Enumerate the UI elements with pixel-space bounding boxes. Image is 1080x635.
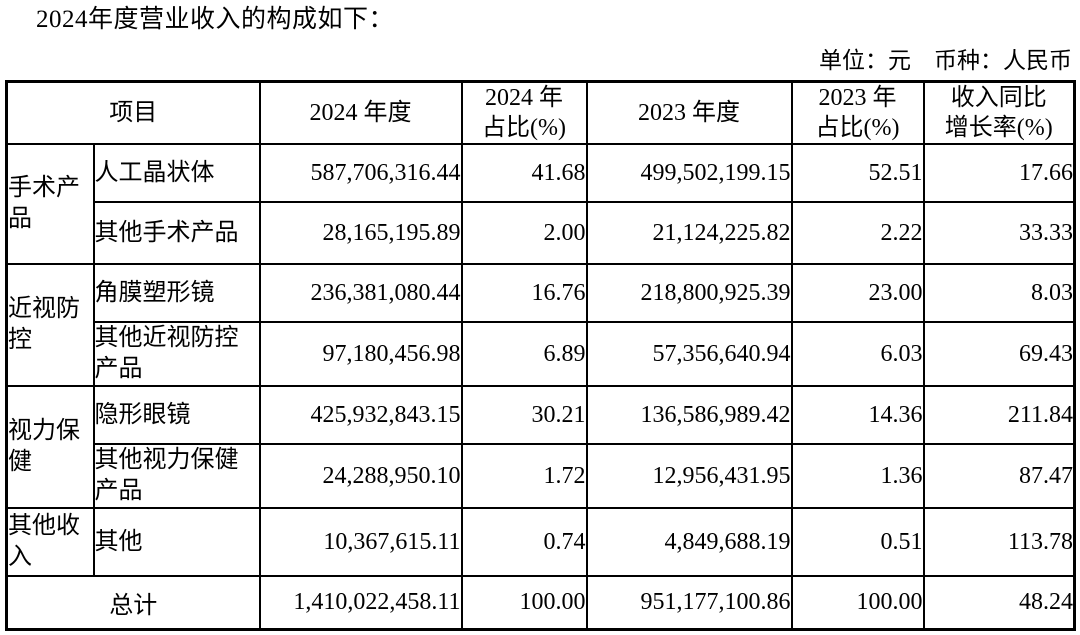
table-row: 其他收入 其他 10,367,615.11 0.74 4,849,688.19 … (5, 507, 1076, 577)
total-label-cell: 总计 (5, 575, 261, 630)
item-cell: 其他近视防控产品 (92, 321, 261, 387)
percent-2024-cell: 41.68 (460, 143, 588, 203)
value-2023-cell: 136,586,989.42 (585, 385, 793, 445)
percent-2023-cell: 14.36 (790, 385, 925, 445)
total-percent-2024-cell: 100.00 (460, 575, 588, 630)
page-title: 2024年度营业收入的构成如下： (36, 6, 395, 33)
header-item: 项目 (5, 80, 261, 145)
percent-2023-cell: 0.51 (790, 507, 925, 577)
total-value-2024-cell: 1,410,022,458.11 (258, 575, 463, 630)
percent-2023-cell: 6.03 (790, 321, 925, 387)
percent-2024-cell: 16.76 (460, 263, 588, 323)
table-row: 视力保健 隐形眼镜 425,932,843.15 30.21 136,586,9… (5, 385, 1076, 509)
table-row: 手术产品 人工晶状体 587,706,316.44 41.68 499,502,… (5, 143, 1076, 265)
header-2023-percent: 2023 年 占比(%) (790, 80, 925, 145)
header-2023-amount: 2023 年度 (585, 80, 793, 145)
total-value-2023-cell: 951,177,100.86 (585, 575, 793, 630)
header-2024-percent: 2024 年 占比(%) (460, 80, 588, 145)
table-row: 其他近视防控产品 97,180,456.98 6.89 57,356,640.9… (7, 321, 1076, 387)
table-row: 其他手术产品 28,165,195.89 2.00 21,124,225.82 … (7, 201, 1076, 265)
table-row: 近视防控 角膜塑形镜 236,381,080.44 16.76 218,800,… (5, 263, 1076, 387)
table-header-row: 项目 2024 年度 2024 年 占比(%) 2023 年度 2023 年 占… (5, 80, 1076, 145)
value-2024-cell: 587,706,316.44 (258, 143, 463, 203)
percent-2023-cell: 23.00 (790, 263, 925, 323)
value-2024-cell: 28,165,195.89 (258, 201, 463, 265)
value-2024-cell: 10,367,615.11 (258, 507, 463, 577)
item-cell: 角膜塑形镜 (92, 263, 261, 323)
header-2024-amount: 2024 年度 (258, 80, 463, 145)
percent-2024-cell: 0.74 (460, 507, 588, 577)
value-2024-cell: 236,381,080.44 (258, 263, 463, 323)
yoy-cell: 33.33 (922, 201, 1076, 265)
yoy-cell: 17.66 (922, 143, 1076, 203)
value-2023-cell: 499,502,199.15 (585, 143, 793, 203)
value-2024-cell: 425,932,843.15 (258, 385, 463, 445)
unit-currency-note: 单位：元 币种：人民币 (819, 48, 1072, 73)
item-cell: 其他 (92, 507, 261, 577)
percent-2024-cell: 30.21 (460, 385, 588, 445)
item-cell: 其他手术产品 (92, 201, 261, 265)
table-row: 其他视力保健产品 24,288,950.10 1.72 12,956,431.9… (7, 443, 1076, 509)
yoy-cell: 87.47 (922, 443, 1076, 509)
value-2024-cell: 24,288,950.10 (258, 443, 463, 509)
percent-2023-cell: 2.22 (790, 201, 925, 265)
yoy-cell: 69.43 (922, 321, 1076, 387)
group-cell-myopia-control: 近视防控 (5, 263, 95, 387)
yoy-cell: 8.03 (922, 263, 1076, 323)
percent-2023-cell: 1.36 (790, 443, 925, 509)
value-2023-cell: 57,356,640.94 (585, 321, 793, 387)
value-2023-cell: 12,956,431.95 (585, 443, 793, 509)
yoy-cell: 211.84 (922, 385, 1076, 445)
item-cell: 隐形眼镜 (92, 385, 261, 445)
revenue-composition-table: 项目 2024 年度 2024 年 占比(%) 2023 年度 2023 年 占… (5, 80, 1076, 631)
group-cell-other-income: 其他收入 (5, 507, 95, 577)
value-2023-cell: 218,800,925.39 (585, 263, 793, 323)
item-cell: 人工晶状体 (92, 143, 261, 203)
value-2023-cell: 21,124,225.82 (585, 201, 793, 265)
yoy-cell: 113.78 (922, 507, 1076, 577)
group-cell-surgical: 手术产品 (5, 143, 95, 265)
total-yoy-cell: 48.24 (922, 575, 1076, 630)
group-cell-vision-care: 视力保健 (5, 385, 95, 509)
value-2024-cell: 97,180,456.98 (258, 321, 463, 387)
table-total-row: 总计 1,410,022,458.11 100.00 951,177,100.8… (5, 575, 1076, 630)
total-percent-2023-cell: 100.00 (790, 575, 925, 630)
header-yoy-growth: 收入同比 增长率(%) (922, 80, 1076, 145)
percent-2023-cell: 52.51 (790, 143, 925, 203)
percent-2024-cell: 1.72 (460, 443, 588, 509)
item-cell: 其他视力保健产品 (92, 443, 261, 509)
percent-2024-cell: 2.00 (460, 201, 588, 265)
value-2023-cell: 4,849,688.19 (585, 507, 793, 577)
percent-2024-cell: 6.89 (460, 321, 588, 387)
